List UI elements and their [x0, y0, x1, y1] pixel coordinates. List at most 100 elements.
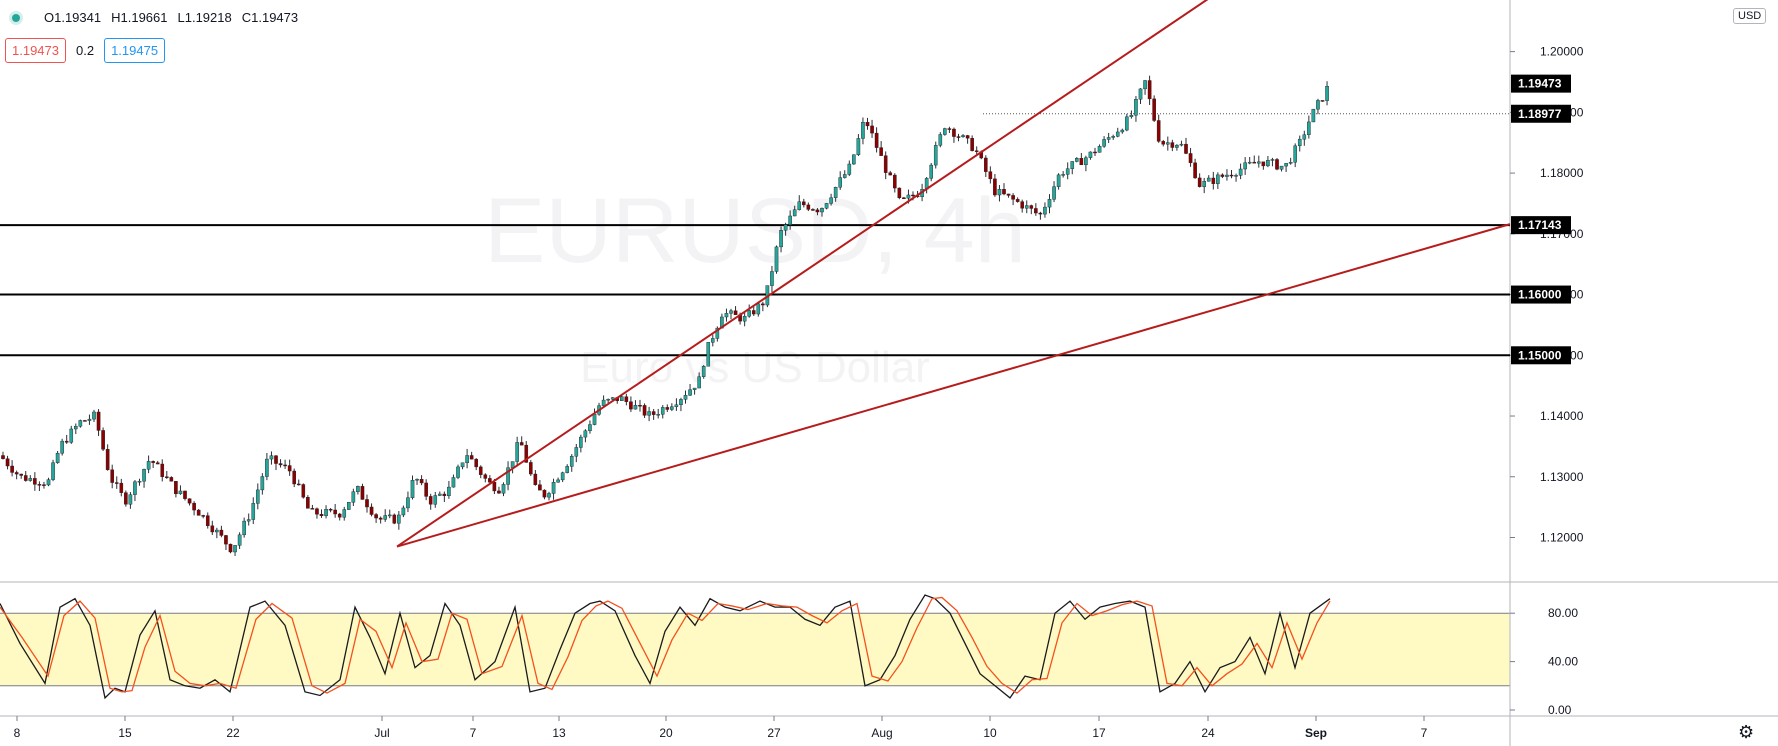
candle-body	[1056, 174, 1061, 187]
candle-body	[387, 514, 392, 517]
candle-body	[897, 187, 902, 199]
candle-body	[215, 529, 219, 533]
candle-body	[1038, 212, 1043, 215]
candle-body	[838, 177, 842, 188]
candle-body	[5, 458, 10, 467]
candle-body	[456, 466, 460, 478]
candle-body	[1097, 146, 1102, 153]
candle-body	[883, 155, 888, 173]
candle-body	[424, 482, 428, 497]
candle-body	[474, 458, 479, 468]
candle-body	[560, 472, 565, 481]
candle-body	[242, 520, 246, 536]
stochastic-d-line	[0, 596, 1331, 694]
candle-body	[729, 310, 733, 314]
candle-body	[733, 310, 738, 315]
candle-body	[51, 462, 55, 480]
price-tick-label: 1.18000	[1540, 166, 1584, 180]
candle-body	[774, 246, 779, 272]
ohlc-open: O1.19341	[44, 10, 102, 25]
trendline	[396, 0, 1209, 548]
candle-body	[1193, 162, 1197, 179]
candle-body	[1165, 142, 1170, 145]
candle-body	[342, 509, 347, 518]
candle-body	[742, 316, 747, 322]
candle-body	[451, 477, 456, 488]
candle-body	[1197, 177, 1202, 187]
candle-body	[351, 491, 356, 503]
candle-body	[483, 474, 488, 479]
level-price-label: 1.15000	[1518, 348, 1562, 362]
candle-body	[192, 502, 196, 511]
candle-body	[124, 492, 128, 505]
candle-body	[847, 163, 852, 175]
candle-body	[856, 138, 861, 155]
gear-icon[interactable]: ⚙	[1738, 722, 1755, 742]
candle-body	[283, 464, 287, 467]
candle-body	[1093, 151, 1097, 154]
candle-body	[638, 405, 642, 407]
time-tick-label: 10	[983, 726, 997, 740]
candle-body	[1125, 116, 1129, 131]
candle-body	[815, 209, 820, 213]
candle-body	[19, 473, 24, 476]
candle-body	[151, 461, 155, 463]
candle-body	[1052, 186, 1056, 200]
candle-body	[378, 517, 383, 520]
candle-body	[779, 230, 783, 248]
candle-body	[797, 201, 802, 210]
candle-body	[1316, 100, 1320, 110]
candle-body	[761, 303, 765, 306]
candle-body	[633, 405, 638, 410]
candle-body	[328, 509, 333, 511]
candle-body	[492, 481, 497, 492]
candle-body	[1156, 120, 1161, 142]
candle-body	[1074, 158, 1079, 162]
candle-body	[1320, 100, 1325, 102]
candle-body	[715, 327, 720, 339]
candle-body	[1247, 161, 1252, 164]
candle-body	[187, 498, 192, 504]
candle-body	[829, 197, 833, 204]
candle-body	[1152, 98, 1156, 121]
oscillator-tick-label: 40.00	[1548, 655, 1578, 669]
candle-body	[624, 396, 629, 402]
candle-body	[78, 420, 83, 427]
candle-body	[933, 145, 938, 166]
candle-body	[970, 138, 974, 151]
watermark-symbol: EURUSD, 4h	[484, 180, 1026, 282]
candle-body	[310, 508, 315, 510]
candle-body	[656, 414, 660, 416]
candle-body	[392, 514, 397, 524]
buy-button[interactable]: 1.19475	[104, 38, 166, 63]
candle-body	[419, 479, 424, 484]
candle-body	[178, 490, 183, 495]
candle-body	[524, 444, 529, 463]
candle-body	[679, 399, 683, 406]
candle-body	[292, 470, 297, 485]
candle-body	[164, 476, 169, 478]
candle-body	[1029, 205, 1034, 209]
currency-label[interactable]: USD	[1733, 8, 1767, 24]
candle-body	[319, 514, 324, 516]
candle-body	[1297, 138, 1302, 147]
candle-body	[1047, 199, 1052, 208]
candle-body	[1175, 144, 1179, 148]
candle-body	[688, 389, 692, 396]
candle-body	[770, 271, 774, 286]
sell-button[interactable]: 1.19473	[5, 38, 66, 63]
candle-body	[651, 411, 656, 415]
candle-body	[301, 484, 306, 498]
candle-body	[1229, 174, 1234, 177]
candle-body	[938, 134, 943, 146]
candle-body	[1002, 189, 1006, 195]
price-tick-label: 1.14000	[1540, 409, 1584, 423]
candle-body	[237, 534, 242, 546]
candle-body	[1270, 159, 1275, 161]
candle-body	[210, 525, 215, 533]
candle-body	[574, 447, 579, 457]
candle-body	[701, 366, 706, 377]
candle-body	[119, 482, 124, 493]
candle-body	[888, 172, 893, 176]
